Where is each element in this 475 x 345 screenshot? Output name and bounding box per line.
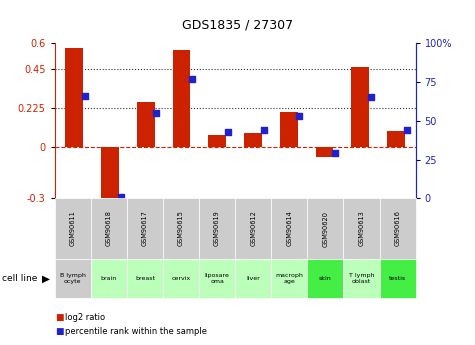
Text: liposare
oma: liposare oma — [205, 273, 229, 284]
Bar — [244, 133, 262, 147]
Text: cell line: cell line — [2, 274, 38, 283]
Text: GSM90620: GSM90620 — [323, 210, 328, 247]
Text: cervix: cervix — [171, 276, 190, 281]
Text: GSM90612: GSM90612 — [250, 211, 256, 246]
Text: brain: brain — [101, 276, 117, 281]
Bar — [352, 67, 369, 147]
Point — [117, 194, 124, 199]
Text: testis: testis — [389, 276, 406, 281]
Text: GSM90618: GSM90618 — [106, 211, 112, 246]
Text: log2 ratio: log2 ratio — [65, 313, 105, 322]
Text: GSM90616: GSM90616 — [395, 211, 400, 246]
Text: GDS1835 / 27307: GDS1835 / 27307 — [182, 19, 293, 32]
Text: GSM90617: GSM90617 — [142, 211, 148, 246]
Text: breast: breast — [135, 276, 155, 281]
Text: GSM90619: GSM90619 — [214, 211, 220, 246]
Point — [189, 76, 196, 81]
Point — [367, 95, 375, 100]
Text: B lymph
ocyte: B lymph ocyte — [60, 273, 86, 284]
Point — [403, 127, 410, 133]
Point — [152, 110, 160, 116]
Text: macroph
age: macroph age — [276, 273, 303, 284]
Text: ■: ■ — [55, 327, 63, 336]
Text: GSM90611: GSM90611 — [70, 211, 76, 246]
Bar — [66, 48, 83, 147]
Text: ■: ■ — [55, 313, 63, 322]
Point — [260, 127, 267, 133]
Text: GSM90613: GSM90613 — [359, 211, 364, 246]
Bar — [315, 147, 333, 157]
Bar — [387, 131, 405, 147]
Text: ▶: ▶ — [42, 274, 50, 284]
Point — [224, 129, 232, 135]
Point — [295, 113, 303, 119]
Bar — [172, 50, 190, 147]
Text: percentile rank within the sample: percentile rank within the sample — [65, 327, 207, 336]
Text: liver: liver — [247, 276, 260, 281]
Bar — [209, 135, 226, 147]
Point — [332, 150, 339, 156]
Bar — [280, 112, 298, 147]
Point — [81, 93, 89, 99]
Text: skin: skin — [319, 276, 332, 281]
Bar — [137, 102, 155, 147]
Bar — [101, 147, 119, 212]
Text: GSM90615: GSM90615 — [178, 211, 184, 246]
Text: T lymph
oblast: T lymph oblast — [349, 273, 374, 284]
Text: GSM90614: GSM90614 — [286, 211, 292, 246]
